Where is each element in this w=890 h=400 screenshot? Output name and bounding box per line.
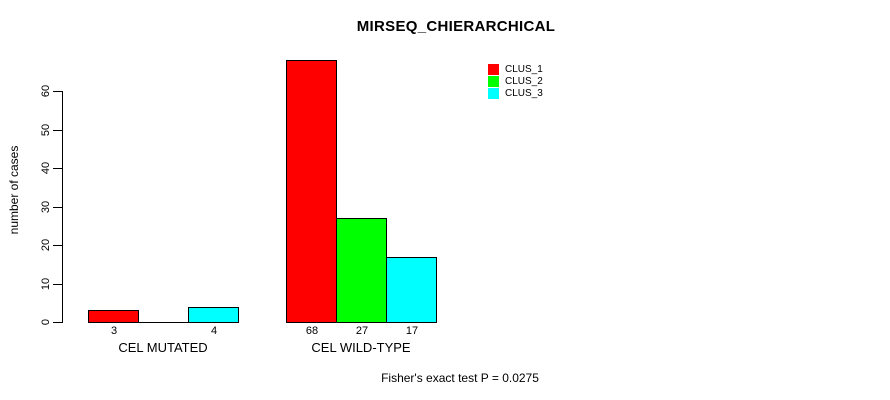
legend: CLUS_1 CLUS_2 CLUS_3 [488, 63, 543, 99]
annotation-text: Fisher's exact test P = 0.0275 [381, 371, 539, 385]
legend-row: CLUS_2 [488, 75, 543, 87]
bar-value-label: 27 [355, 325, 369, 337]
legend-label: CLUS_2 [505, 75, 543, 87]
bar [286, 60, 337, 323]
y-tick-label: 20 [40, 238, 52, 252]
y-axis-tick [53, 168, 62, 169]
legend-row: CLUS_1 [488, 63, 543, 75]
y-axis-tick [53, 130, 62, 131]
y-tick-label: 10 [40, 277, 52, 291]
bar [88, 310, 139, 323]
bar-value-label: 3 [110, 325, 118, 337]
bar-value-label: 68 [305, 325, 319, 337]
y-axis-tick [53, 284, 62, 285]
bar [386, 257, 437, 323]
legend-swatch [488, 87, 499, 99]
y-axis-line [62, 91, 63, 323]
y-axis-tick [53, 207, 62, 208]
legend-row: CLUS_3 [488, 87, 543, 99]
legend-swatch [488, 63, 499, 75]
y-axis-title: number of cases [7, 145, 21, 235]
y-axis-tick [53, 245, 62, 246]
bar-value-label: 17 [405, 325, 419, 337]
legend-label: CLUS_1 [505, 63, 543, 75]
y-tick-label: 40 [40, 161, 52, 175]
bar [188, 307, 239, 323]
legend-label: CLUS_3 [505, 87, 543, 99]
bar [336, 218, 387, 323]
y-axis-tick [53, 91, 62, 92]
y-axis-tick [53, 322, 62, 323]
zero-height-bar [138, 322, 189, 323]
legend-swatch [488, 75, 499, 87]
category-label: CEL MUTATED [118, 340, 208, 355]
bar-value-label: 4 [210, 325, 218, 337]
y-tick-label: 60 [40, 84, 52, 98]
category-label: CEL WILD-TYPE [311, 340, 411, 355]
y-tick-label: 0 [40, 318, 52, 326]
y-tick-label: 50 [40, 123, 52, 137]
y-tick-label: 30 [40, 200, 52, 214]
chart-title: MIRSEQ_CHIERARCHICAL [356, 18, 556, 35]
